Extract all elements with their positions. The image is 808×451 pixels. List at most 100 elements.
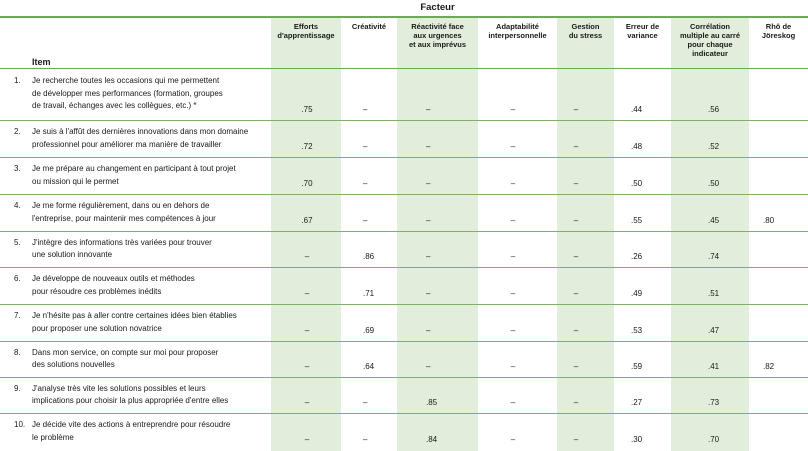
table-cell: .69 bbox=[363, 326, 375, 335]
table-cell: .64 bbox=[363, 362, 375, 371]
table-cell: – bbox=[510, 289, 516, 298]
col-header-erreur: Erreur de variance bbox=[625, 22, 660, 40]
table-cell: – bbox=[573, 289, 579, 298]
table-cell: – bbox=[573, 142, 579, 151]
table-cell: – bbox=[510, 105, 516, 114]
factor-header: Facteur bbox=[420, 2, 455, 13]
table-row: 7. Je n'hésite pas à aller contre certain… bbox=[0, 305, 808, 342]
table-cell: – bbox=[363, 179, 368, 188]
table-row: 4. Je me forme régulièrement, dans ou en … bbox=[0, 195, 808, 232]
col-header-adaptabilite: Adaptabilité interpersonnelle bbox=[488, 22, 547, 40]
table-cell: – bbox=[426, 362, 431, 371]
table-cell: – bbox=[426, 289, 431, 298]
table-cell: – bbox=[304, 362, 310, 371]
table-cell: – bbox=[304, 326, 310, 335]
table-row: 8. Dans mon service, on compte sur moi po… bbox=[0, 342, 808, 378]
table-cell: – bbox=[573, 179, 579, 188]
table-cell: – bbox=[510, 216, 516, 225]
table-row: 1. Je recherche toutes les occasions qui … bbox=[0, 69, 808, 121]
table-cell: .75 bbox=[301, 105, 313, 114]
table-cell: .55 bbox=[631, 216, 643, 225]
table-cell: – bbox=[363, 142, 368, 151]
row-divider bbox=[0, 341, 808, 342]
col-header-creativite: Créativité bbox=[351, 22, 387, 31]
top-rule bbox=[0, 16, 808, 18]
table-cell: – bbox=[363, 398, 368, 407]
table-cell: – bbox=[426, 142, 431, 151]
row-divider bbox=[0, 194, 808, 195]
item-number: 3. bbox=[14, 164, 21, 173]
item-text: Je suis à l'affût des dernières innovati… bbox=[32, 127, 249, 149]
item-text: J'intègre des informations très variées … bbox=[32, 237, 212, 260]
table-cell: – bbox=[426, 326, 431, 335]
table-cell: .59 bbox=[631, 362, 643, 371]
table-cell: – bbox=[573, 252, 579, 261]
item-number: 2. bbox=[14, 127, 21, 136]
item-text: Je décide vite des actions à entreprendr… bbox=[32, 420, 231, 442]
item-text: J'analyse très vite les solutions possib… bbox=[32, 383, 229, 406]
row-divider bbox=[0, 157, 808, 158]
shade-col-gestion bbox=[557, 16, 614, 451]
row-divider bbox=[0, 120, 808, 121]
table-cell: – bbox=[573, 105, 579, 114]
col-header-reactivite: Réactivité face aux urgences et aux impr… bbox=[408, 22, 467, 49]
shade-col-reactivite bbox=[397, 16, 478, 451]
table-cell: .52 bbox=[708, 142, 720, 151]
col-header-efforts: Efforts d'apprentissage bbox=[277, 22, 335, 40]
table-cell: – bbox=[304, 252, 310, 261]
shade-col-correlation bbox=[671, 16, 749, 451]
table-cell: – bbox=[363, 105, 368, 114]
table-cell: – bbox=[304, 398, 310, 407]
table-cell: – bbox=[510, 179, 516, 188]
table-cell: – bbox=[510, 362, 516, 371]
table-cell: – bbox=[426, 105, 431, 114]
table-row: 9. J'analyse très vite les solutions poss… bbox=[0, 378, 808, 414]
table-cell: – bbox=[510, 398, 516, 407]
item-number: 6. bbox=[14, 274, 21, 283]
col-header-gestion: Gestion du stress bbox=[568, 22, 603, 40]
table-cell: – bbox=[510, 326, 516, 335]
table-cell: .50 bbox=[631, 179, 643, 188]
item-number: 1. bbox=[14, 76, 21, 86]
item-text: Je me prépare au changement en participa… bbox=[32, 164, 236, 186]
table-cell: – bbox=[426, 216, 431, 225]
row-divider bbox=[0, 413, 808, 414]
table-row: 6. Je développe de nouveaux outils et mét… bbox=[0, 268, 808, 305]
table-cell: – bbox=[573, 216, 579, 225]
table-cell: – bbox=[363, 435, 368, 444]
col-header-correlation: Corrélation multiple au carré pour chaqu… bbox=[679, 22, 741, 58]
table-cell: .45 bbox=[708, 216, 720, 225]
table-cell: – bbox=[510, 252, 516, 261]
table-cell: – bbox=[573, 435, 579, 444]
table-cell: .80 bbox=[763, 216, 775, 225]
table-cell: .53 bbox=[631, 326, 643, 335]
table-cell: .82 bbox=[763, 362, 775, 371]
shade-col-efforts bbox=[271, 16, 341, 451]
table-cell: .44 bbox=[631, 105, 643, 114]
table-cell: .70 bbox=[301, 179, 313, 188]
table-cell: – bbox=[510, 142, 516, 151]
item-number: 5. bbox=[14, 237, 21, 247]
table-row: 3. Je me prépare au changement en partici… bbox=[0, 158, 808, 195]
table-cell: .67 bbox=[301, 216, 313, 225]
table-cell: .50 bbox=[708, 179, 720, 188]
table-cell: .30 bbox=[631, 435, 643, 444]
item-number: 8. bbox=[14, 347, 21, 357]
item-number: 7. bbox=[14, 311, 21, 320]
table-cell: .71 bbox=[363, 289, 375, 298]
table-cell: .27 bbox=[631, 398, 643, 407]
table-cell: .85 bbox=[426, 398, 438, 407]
table-cell: .84 bbox=[426, 435, 438, 444]
table-cell: .47 bbox=[708, 326, 720, 335]
table-cell: – bbox=[573, 326, 579, 335]
item-text: Je recherche toutes les occasions qui me… bbox=[32, 76, 223, 111]
row-divider bbox=[0, 231, 808, 232]
table-cell: – bbox=[510, 435, 516, 444]
table-row: 5. J'intègre des informations très variée… bbox=[0, 232, 808, 268]
table-cell: – bbox=[304, 435, 310, 444]
table-cell: .73 bbox=[708, 398, 720, 407]
header-rule bbox=[0, 68, 808, 69]
item-number: 9. bbox=[14, 383, 21, 393]
table-row: 2. Je suis à l'affût des dernières innova… bbox=[0, 121, 808, 158]
item-column-header: Item bbox=[32, 57, 51, 67]
